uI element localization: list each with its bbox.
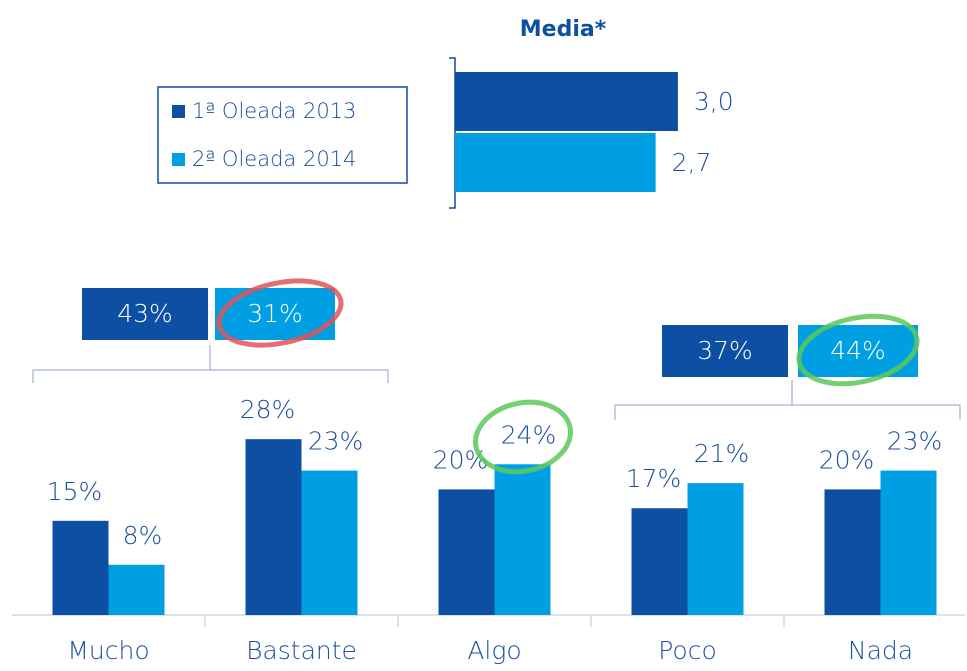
- x-tick-label: Bastante: [246, 636, 357, 665]
- value-label: 2,7: [672, 148, 712, 177]
- group-bracket: [33, 345, 388, 383]
- chart: Media* 1ª Oleada 2013 3,0 2ª Oleada 2014 2,…: [0, 0, 967, 667]
- x-tick-label: Nada: [848, 636, 913, 665]
- bar: [825, 489, 881, 615]
- bar: [109, 565, 165, 615]
- chart-title: Media*: [520, 17, 607, 42]
- x-tick-label: Algo: [467, 636, 521, 665]
- bar: [688, 483, 744, 615]
- value-label: 15%: [47, 477, 103, 506]
- value-label: 23%: [308, 427, 364, 456]
- bar: [881, 471, 937, 615]
- bar: [455, 72, 678, 131]
- bar: [53, 521, 109, 615]
- legend-label: 2ª Oleada 2014: [192, 147, 356, 171]
- value-label: 28%: [240, 395, 296, 424]
- group-label: 31%: [247, 299, 303, 328]
- value-label: 24%: [501, 420, 557, 449]
- value-label: 23%: [887, 427, 943, 456]
- axis-bracket: [449, 58, 455, 208]
- bar: [455, 133, 656, 192]
- bar: [302, 471, 358, 615]
- legend-label: 1ª Oleada 2013: [192, 99, 356, 123]
- group-label: 37%: [697, 336, 753, 365]
- bar: [632, 508, 688, 615]
- legend-swatch: [172, 105, 185, 118]
- x-tick-label: Poco: [658, 636, 717, 665]
- value-label: 8%: [123, 521, 163, 550]
- group-bracket: [615, 380, 960, 420]
- bar: [439, 489, 495, 615]
- legend-swatch: [172, 153, 185, 166]
- value-label: 3,0: [694, 87, 734, 116]
- group-label: 44%: [830, 336, 886, 365]
- value-label: 17%: [626, 464, 682, 493]
- value-label: 20%: [819, 445, 875, 474]
- x-tick-label: Mucho: [67, 636, 149, 665]
- bar: [246, 439, 302, 615]
- value-label: 21%: [694, 439, 750, 468]
- page: {"chart_data": [ {"type": "hbar", "title…: [0, 0, 967, 667]
- group-label: 43%: [117, 299, 173, 328]
- bar: [495, 464, 551, 615]
